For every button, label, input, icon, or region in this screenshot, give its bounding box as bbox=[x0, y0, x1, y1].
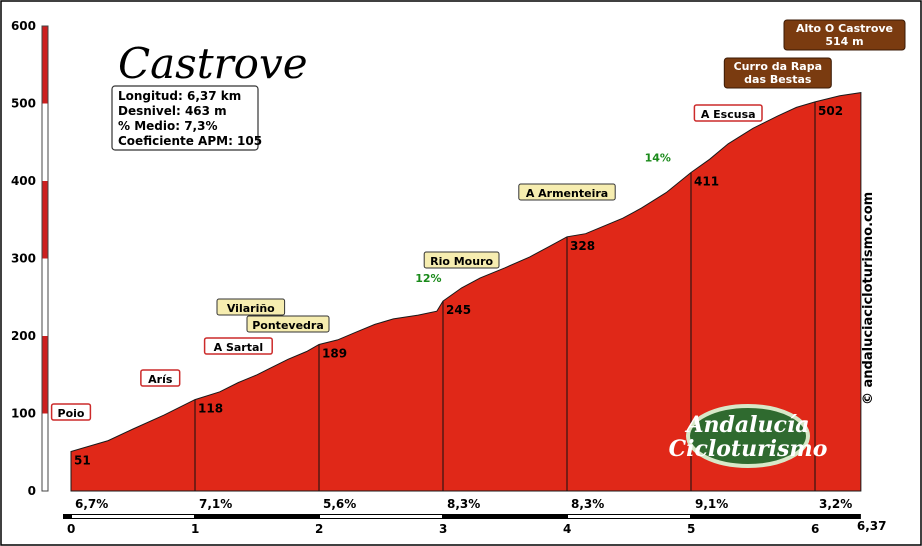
place-labels: Poio Arís A Sartal Vilariño Pontevedra Rio Mo… bbox=[50, 19, 906, 421]
logo-line1: Andalucía bbox=[684, 412, 809, 438]
km-altitude-label: 118 bbox=[198, 402, 223, 416]
info-box: Longitud: 6,37 km Desnivel: 463 m % Medi… bbox=[111, 85, 262, 151]
x-axis-band bbox=[72, 515, 194, 518]
gradient-label: 3,2% bbox=[819, 497, 852, 511]
place-label-text: Pontevedra bbox=[252, 319, 324, 332]
y-tick-label: 300 bbox=[11, 252, 36, 266]
summit-label-box bbox=[783, 19, 906, 51]
place-label-text: Rio Mouro bbox=[430, 255, 493, 268]
summit-label-text: Alto O Castrove bbox=[796, 22, 893, 35]
y-tick-label: 600 bbox=[11, 19, 36, 33]
place-label-box bbox=[423, 251, 500, 269]
info-desnivel: Desnivel: 463 m bbox=[118, 104, 227, 118]
steep-gradient-label: 12% bbox=[415, 272, 441, 285]
logo-line2: Cicloturismo bbox=[669, 436, 828, 462]
km-altitude-label: 245 bbox=[446, 303, 471, 317]
place-label-text: A Armenteira bbox=[526, 187, 608, 200]
km-altitude-label: 502 bbox=[818, 104, 843, 118]
gradient-label: 5,6% bbox=[323, 497, 356, 511]
place-label-box bbox=[50, 403, 92, 421]
gradient-label: 8,3% bbox=[447, 497, 480, 511]
logo-oval bbox=[686, 404, 810, 468]
steep-gradient-label: 14% bbox=[645, 152, 671, 165]
y-axis-frame bbox=[41, 25, 49, 492]
summit-label-text: das Bestas bbox=[744, 73, 812, 86]
gradient-label: 7,1% bbox=[199, 497, 232, 511]
km-altitude-label: 51 bbox=[74, 453, 91, 467]
x-axis-band bbox=[320, 515, 442, 518]
place-label-text: A Sartal bbox=[214, 341, 264, 354]
place-label-box bbox=[693, 104, 763, 122]
y-axis-band bbox=[42, 259, 48, 337]
info-medio: % Medio: 7,3% bbox=[118, 119, 218, 133]
place-label-box bbox=[140, 369, 181, 387]
x-tick-label: 0 bbox=[67, 522, 75, 536]
y-tick-label: 400 bbox=[11, 174, 36, 188]
y-axis-band bbox=[42, 414, 48, 492]
chart-title: Castrove bbox=[118, 39, 308, 88]
km-altitude-label: 189 bbox=[322, 347, 347, 361]
x-tick-label: 5 bbox=[687, 522, 695, 536]
y-axis-band bbox=[42, 104, 48, 182]
summit-label-text: Curro da Rapa bbox=[734, 60, 822, 73]
logo: Andalucía Cicloturismo bbox=[669, 404, 828, 468]
x-tick-label: 3 bbox=[439, 522, 447, 536]
place-label-box bbox=[216, 298, 286, 316]
gradient-label: 6,7% bbox=[75, 497, 108, 511]
info-longitud: Longitud: 6,37 km bbox=[118, 89, 241, 103]
y-axis-band bbox=[42, 336, 48, 414]
km-markers: 51 118 189 245 328 411 502 6,7% 7,1% 5,6% 8,3% 8,3%… bbox=[74, 101, 852, 511]
elevation-area bbox=[70, 92, 862, 492]
km-altitude-label: 328 bbox=[570, 239, 595, 253]
x-tick-label: 6 bbox=[811, 522, 819, 536]
profile-area bbox=[70, 92, 862, 492]
x-tick-label: 1 bbox=[191, 522, 199, 536]
y-tick-label: 0 bbox=[28, 484, 36, 498]
y-axis: 0 100 200 300 400 500 600 bbox=[11, 19, 49, 498]
x-axis-bar bbox=[63, 514, 861, 519]
y-axis-band bbox=[42, 26, 48, 104]
x-axis-band bbox=[568, 515, 690, 518]
place-label-box bbox=[203, 337, 273, 355]
place-label-text: Vilariño bbox=[227, 302, 275, 315]
place-label-box bbox=[518, 183, 616, 201]
y-tick-label: 100 bbox=[11, 407, 36, 421]
place-label-text: Poio bbox=[58, 407, 85, 420]
gradient-label: 8,3% bbox=[571, 497, 604, 511]
x-axis: 0 1 2 3 4 5 6 6,37 bbox=[63, 514, 886, 536]
y-axis-band bbox=[42, 181, 48, 259]
gradient-label: 9,1% bbox=[695, 497, 728, 511]
y-tick-label: 500 bbox=[11, 97, 36, 111]
y-tick-label: 200 bbox=[11, 329, 36, 343]
summit-label-text: 514 m bbox=[825, 35, 863, 48]
x-tick-label: 4 bbox=[563, 522, 571, 536]
place-label-box bbox=[246, 315, 330, 333]
summit-label-box bbox=[723, 57, 832, 89]
info-box-frame bbox=[111, 85, 259, 151]
km-altitude-label: 411 bbox=[694, 174, 719, 188]
x-tick-label: 2 bbox=[315, 522, 323, 536]
place-label-text: Arís bbox=[148, 373, 173, 386]
info-coeficiente: Coeficiente APM: 105 bbox=[118, 134, 262, 148]
site-credit: © andaluciacicloturismo.com bbox=[861, 192, 876, 405]
x-end-label: 6,37 bbox=[857, 519, 887, 533]
place-label-text: A Escusa bbox=[701, 108, 756, 121]
